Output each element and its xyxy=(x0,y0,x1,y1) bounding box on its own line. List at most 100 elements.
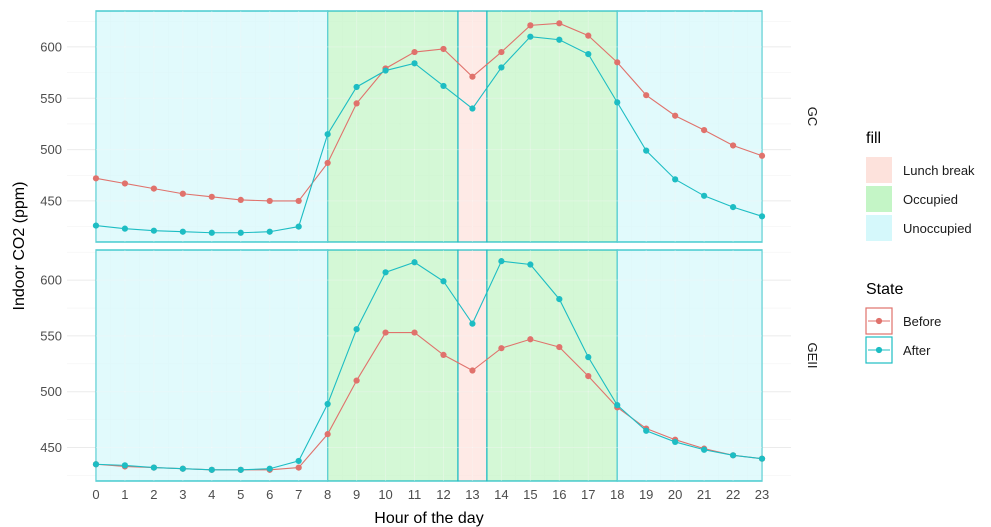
data-point-after xyxy=(614,99,621,106)
shade-occupied xyxy=(327,10,459,243)
x-tick-label: 0 xyxy=(92,487,99,502)
y-tick-label: 450 xyxy=(40,440,62,455)
x-tick-label: 18 xyxy=(610,487,624,502)
data-point-after xyxy=(266,228,273,235)
x-tick-label: 14 xyxy=(494,487,508,502)
data-point-before xyxy=(208,193,215,200)
data-point-after xyxy=(382,269,389,276)
x-tick-label: 5 xyxy=(237,487,244,502)
data-point-before xyxy=(556,20,563,27)
y-tick-label: 500 xyxy=(40,384,62,399)
shade-lunch-break xyxy=(457,10,488,243)
data-point-after xyxy=(208,466,215,473)
data-point-after xyxy=(556,296,563,303)
x-tick-label: 8 xyxy=(324,487,331,502)
data-point-before xyxy=(729,142,737,149)
data-point-before xyxy=(353,100,360,107)
fill-legend-label: Unoccupied xyxy=(903,221,972,236)
data-point-after xyxy=(758,213,766,220)
x-tick-label: 9 xyxy=(353,487,360,502)
data-point-after xyxy=(150,464,157,471)
shade-occupied xyxy=(327,249,459,482)
shade-unoccupied xyxy=(95,249,329,482)
data-point-after xyxy=(295,457,302,465)
data-point-after xyxy=(237,466,244,473)
x-tick-label: 1 xyxy=(121,487,128,502)
data-point-before xyxy=(440,45,447,53)
facet-strip-label: GC xyxy=(805,107,820,127)
data-point-after xyxy=(498,64,505,71)
data-point-before xyxy=(527,22,534,29)
data-point-before xyxy=(295,464,302,471)
x-tick-label: 23 xyxy=(755,487,769,502)
data-point-after xyxy=(469,320,476,327)
data-point-before xyxy=(324,159,331,167)
data-point-before xyxy=(614,59,621,66)
data-point-after xyxy=(179,465,186,472)
y-tick-label: 600 xyxy=(40,273,62,288)
x-tick-label: 6 xyxy=(266,487,273,502)
data-point-after xyxy=(92,461,100,468)
data-point-before xyxy=(643,92,650,99)
data-point-after xyxy=(701,192,708,199)
x-tick-label: 13 xyxy=(465,487,479,502)
x-tick-label: 20 xyxy=(668,487,682,502)
data-point-before xyxy=(179,190,186,197)
data-point-after xyxy=(672,438,679,446)
x-tick-label: 22 xyxy=(726,487,740,502)
data-point-before xyxy=(150,185,157,192)
y-tick-label: 550 xyxy=(40,91,62,106)
data-point-before xyxy=(353,377,360,384)
data-point-before xyxy=(295,197,302,205)
fill-legend-key xyxy=(866,157,892,183)
state-legend-point xyxy=(875,346,883,354)
data-point-after xyxy=(527,33,534,40)
data-point-after xyxy=(672,176,679,183)
state-legend-label: Before xyxy=(903,314,941,329)
data-point-before xyxy=(585,373,592,380)
x-tick-label: 15 xyxy=(523,487,537,502)
data-point-after xyxy=(150,227,157,234)
data-point-before xyxy=(92,175,100,182)
data-point-after xyxy=(295,223,302,230)
data-point-before xyxy=(498,345,505,352)
series-line-after xyxy=(95,36,763,234)
data-point-after xyxy=(643,427,650,434)
shade-occupied xyxy=(486,10,618,243)
data-point-after xyxy=(701,446,708,453)
data-point-after xyxy=(121,462,129,469)
shade-unoccupied xyxy=(616,10,763,243)
fill-legend-label: Lunch break xyxy=(903,163,975,178)
x-tick-label: 2 xyxy=(150,487,157,502)
data-point-after xyxy=(411,60,418,67)
panel-geii: 450 500 550 600 GEII xyxy=(40,249,820,482)
facet-strip-label: GEII xyxy=(805,342,820,368)
y-tick-label: 600 xyxy=(40,39,62,54)
x-tick-label: 16 xyxy=(552,487,566,502)
data-point-after xyxy=(498,258,505,265)
fill-legend-key xyxy=(866,215,892,241)
data-point-after xyxy=(92,222,100,229)
data-point-after xyxy=(237,229,244,236)
data-point-after xyxy=(208,229,215,236)
panel-gc: 450 500 550 600 GC xyxy=(40,10,820,243)
data-point-after xyxy=(440,82,447,90)
data-point-before xyxy=(411,48,418,56)
data-point-before xyxy=(527,336,534,343)
state-legend-point xyxy=(875,317,883,325)
data-point-before xyxy=(266,197,273,205)
x-tick-label: 3 xyxy=(179,487,186,502)
data-point-after xyxy=(614,402,621,409)
data-point-after xyxy=(411,259,418,266)
data-point-after xyxy=(729,203,737,211)
data-point-after xyxy=(527,261,534,268)
y-tick-label: 550 xyxy=(40,328,62,343)
data-point-after xyxy=(353,326,360,333)
data-point-after xyxy=(643,147,650,154)
data-point-before xyxy=(237,196,244,204)
data-point-after xyxy=(324,400,331,408)
data-point-before xyxy=(324,431,331,438)
data-point-after xyxy=(382,67,389,74)
